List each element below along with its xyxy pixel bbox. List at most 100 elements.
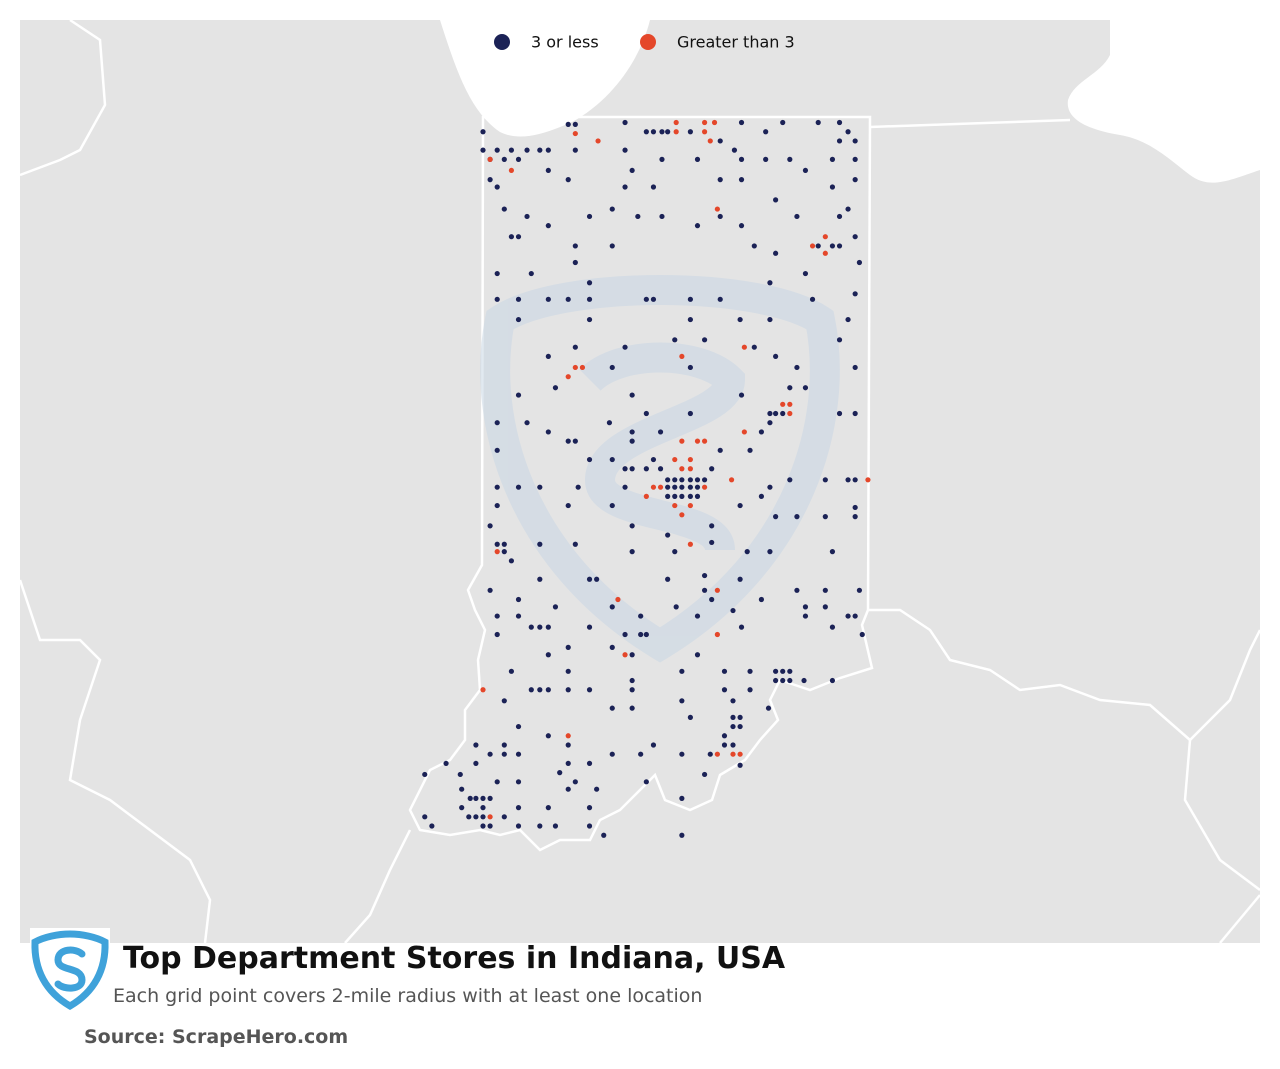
grid-point [515,751,522,757]
grid-point [679,466,685,472]
grid-point [809,243,816,249]
grid-point [852,156,858,162]
grid-point [586,316,593,323]
grid-point [586,805,593,811]
grid-point [638,613,644,619]
grid-point [714,631,720,638]
grid-point [672,337,678,343]
grid-point [487,587,493,593]
grid-point [586,576,593,582]
grid-point [659,213,665,220]
grid-point [836,243,843,249]
grid-point [501,751,507,757]
grid-point [659,129,665,135]
grid-point [730,607,736,614]
grid-point [480,805,486,811]
grid-point [694,613,701,619]
grid-point [494,296,500,302]
grid-point [473,814,479,820]
grid-point [459,786,465,792]
grid-point [545,687,551,693]
grid-point [694,477,701,483]
grid-point [836,213,843,220]
grid-point [572,438,578,444]
grid-point [572,779,578,785]
grid-point [609,604,615,610]
grid-point [650,296,657,302]
grid-point [665,484,671,490]
grid-point [709,523,715,529]
grid-point [537,541,543,547]
grid-point [687,477,693,483]
grid-point [528,270,534,277]
grid-point [730,714,736,720]
grid-point [711,119,718,126]
grid-point [815,243,821,249]
grid-point [822,234,828,240]
grid-point [480,129,486,135]
grid-point [773,677,779,684]
grid-point [829,549,836,555]
grid-point [487,823,493,829]
grid-point [787,401,793,407]
grid-point [565,177,571,183]
grid-point [773,353,779,360]
grid-point [687,129,693,135]
grid-point [852,504,858,511]
grid-point [763,156,769,162]
grid-point [494,484,500,490]
grid-point [565,760,571,767]
grid-point [701,771,708,778]
grid-point [687,502,693,509]
grid-point [422,814,428,820]
grid-point [701,337,708,343]
grid-point [473,742,479,748]
grid-point [802,270,809,277]
grid-point [802,167,809,174]
grid-point [829,184,836,190]
grid-point [572,259,578,266]
grid-point [638,751,644,757]
grid-point [494,502,500,509]
grid-point [852,291,858,297]
grid-point [508,668,515,674]
grid-point [714,751,720,757]
grid-point [487,177,493,183]
grid-point [609,243,615,249]
grid-point [466,814,472,820]
grid-point [738,223,745,229]
subtitle: Each grid point covers 2-mile radius wit… [113,985,702,1007]
grid-point [609,364,615,371]
grid-point [738,624,745,630]
grid-point [758,596,765,603]
grid-point [565,733,571,739]
grid-point [629,549,635,555]
grid-point [557,770,563,776]
grid-point [679,832,685,838]
grid-point [586,280,593,286]
grid-point [601,832,607,838]
grid-point [545,624,551,630]
grid-point [751,243,757,249]
grid-point [622,344,628,350]
grid-point [794,213,800,220]
grid-point [687,541,693,547]
grid-point [565,687,571,693]
grid-point [629,677,635,684]
grid-point [537,147,543,153]
grid-point [679,484,685,490]
grid-point [737,502,743,509]
grid-point [802,613,809,619]
grid-point [609,206,615,212]
grid-point [773,514,779,520]
title: Top Department Stores in Indiana, USA [123,941,786,976]
grid-point [765,705,772,711]
grid-point [694,493,701,499]
grid-point [672,477,678,483]
grid-point [741,429,747,435]
grid-point [524,420,530,426]
grid-point [606,420,613,426]
grid-point [665,532,671,538]
grid-point [836,138,843,144]
